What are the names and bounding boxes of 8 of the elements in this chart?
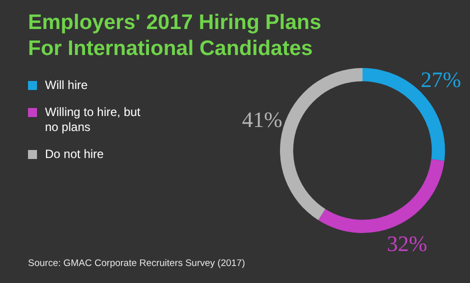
legend-label: Do not hire: [45, 147, 105, 162]
source-note: Source: GMAC Corporate Recruiters Survey (2017): [28, 258, 245, 269]
data-label: 32%: [386, 230, 428, 256]
data-label: 27%: [420, 67, 462, 92]
data-label: 41%: [242, 107, 282, 132]
legend-label: Willing to hire, but no plans: [45, 105, 142, 135]
chart-title: Employers' 2017 Hiring Plans For International Candidates: [28, 10, 322, 62]
legend-label: Will hire: [45, 78, 89, 93]
